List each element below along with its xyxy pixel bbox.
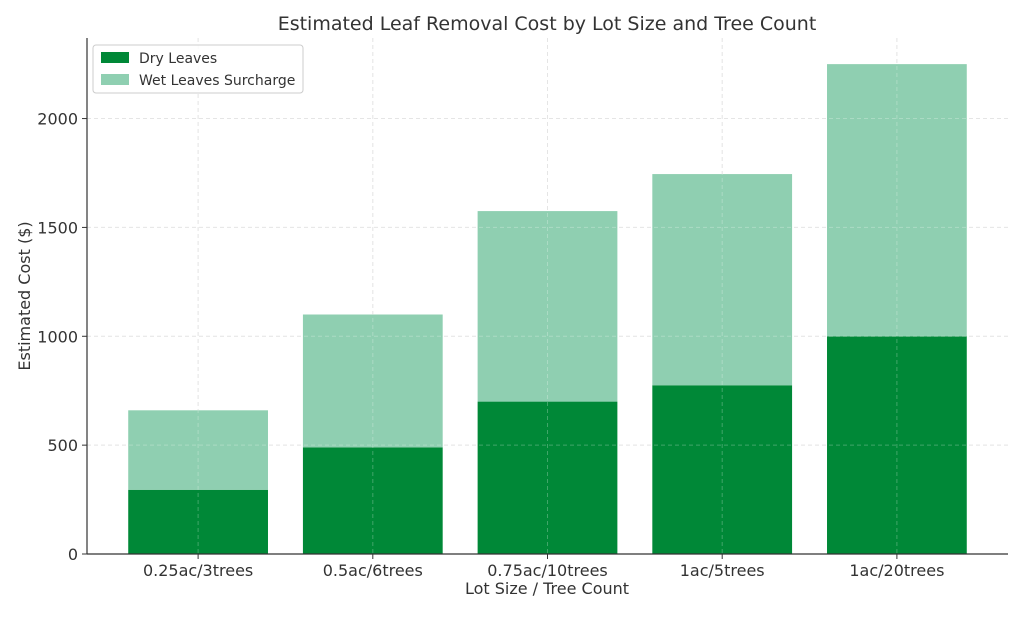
bar-dry-leaves [827, 336, 967, 554]
x-tick-label: 0.25ac/3trees [143, 561, 253, 580]
x-tick-label: 0.75ac/10trees [487, 561, 608, 580]
y-tick-label: 1500 [37, 218, 78, 237]
x-tick-label: 1ac/5trees [680, 561, 765, 580]
y-tick-label: 1000 [37, 327, 78, 346]
x-tick-label: 1ac/20trees [849, 561, 944, 580]
chart-title: Estimated Leaf Removal Cost by Lot Size … [278, 13, 817, 35]
bar-dry-leaves [652, 385, 793, 554]
bar-wet-leaves-surcharge [477, 211, 618, 402]
legend-label-wet-leaves-surcharge: Wet Leaves Surcharge [139, 73, 295, 89]
bar-dry-leaves [477, 401, 618, 554]
bar-wet-leaves-surcharge [827, 64, 967, 337]
legend-label-dry-leaves: Dry Leaves [139, 51, 217, 67]
bar-wet-leaves-surcharge [302, 314, 443, 448]
y-tick-label: 500 [47, 436, 78, 455]
bar-dry-leaves [302, 447, 443, 554]
legend: Dry Leaves Wet Leaves Surcharge [92, 44, 304, 94]
legend-swatch-wet-leaves-surcharge [101, 74, 129, 85]
y-axis-label: Estimated Cost ($) [15, 221, 34, 370]
x-tick-label: 0.5ac/6trees [323, 561, 423, 580]
y-tick-label: 0 [68, 545, 78, 564]
bar-dry-leaves [128, 489, 268, 554]
legend-swatch-dry-leaves [101, 52, 129, 63]
axes: 0 500 1000 1500 2000 0.25ac/3trees 0.5ac/6tree… [37, 38, 1008, 580]
y-tick-label: 2000 [37, 110, 78, 129]
legend-box [92, 44, 304, 94]
bars [87, 38, 1008, 555]
x-axis-label: Lot Size / Tree Count [465, 579, 629, 598]
bar-wet-leaves-surcharge [128, 410, 268, 490]
bar-wet-leaves-surcharge [652, 174, 793, 386]
